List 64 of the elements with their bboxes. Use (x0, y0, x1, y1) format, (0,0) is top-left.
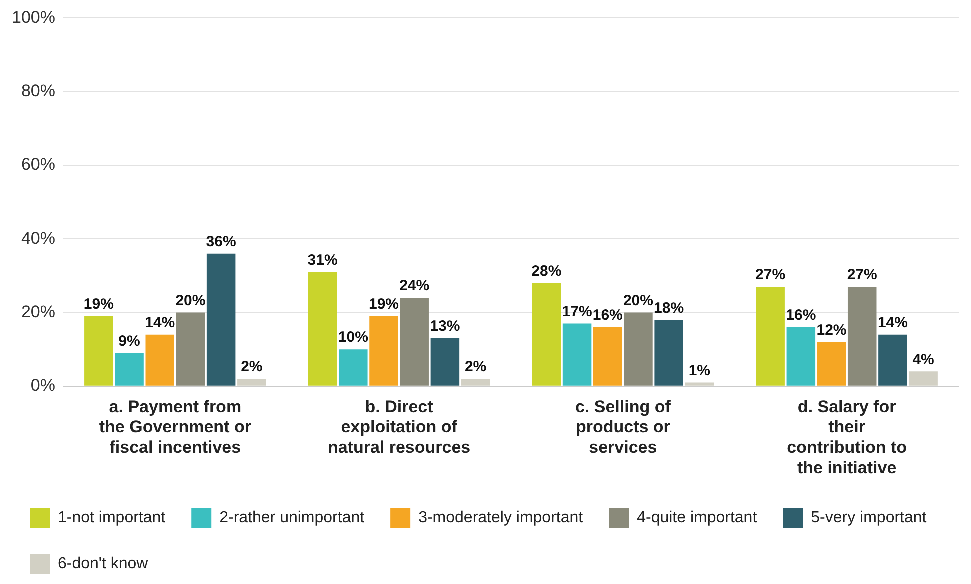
bar (654, 320, 684, 386)
text: 19% (84, 296, 114, 314)
y-tick-label: 100% (12, 8, 56, 27)
x-tick-label: c. Selling of products or services (575, 397, 672, 458)
text: 18% (654, 300, 684, 317)
bar (370, 316, 398, 386)
bar (238, 379, 266, 386)
x-tick-label: b. Direct exploitation of natural resources (328, 397, 471, 458)
text: 16% (786, 307, 816, 324)
y-tick-label: 80% (21, 82, 56, 101)
bar (146, 334, 174, 386)
legend-label: 1-not important (58, 509, 166, 526)
bar (786, 327, 816, 386)
y-tick-label: 40% (21, 228, 56, 248)
text: 2% (241, 358, 263, 376)
y-tick-label: 0% (30, 376, 56, 396)
legend-label: 4-quite important (637, 509, 758, 526)
bar (848, 286, 877, 386)
text: 14% (145, 314, 176, 332)
y-tick-label: 60% (21, 155, 56, 174)
legend-label: 5-very important (811, 509, 928, 526)
legend-label: 3-moderately important (418, 509, 584, 526)
bar (339, 350, 368, 386)
text: 20% (623, 292, 654, 310)
text: 12% (816, 322, 847, 339)
bar (624, 312, 653, 386)
bar (685, 382, 714, 386)
y-tick-label: 20% (21, 302, 56, 322)
text: 28% (532, 262, 562, 280)
text: 17% (562, 303, 592, 320)
bar (84, 316, 114, 386)
bar (206, 254, 236, 386)
text: 27% (756, 266, 786, 284)
x-tick-label: a. Payment from the Government or fiscal incentives (99, 397, 252, 458)
bar (115, 353, 144, 386)
text: 27% (847, 266, 878, 284)
text: 14% (878, 314, 908, 332)
bar (176, 312, 206, 386)
bar (878, 334, 908, 386)
x-tick-label: d. Salary for their contribution to the initiative (787, 397, 908, 478)
bar (430, 338, 460, 386)
text: 13% (430, 318, 460, 336)
text: 19% (368, 296, 400, 314)
bar (562, 324, 592, 386)
text: 16% (592, 307, 623, 324)
text: 9% (118, 332, 140, 350)
bar (756, 286, 785, 386)
text: 10% (338, 329, 368, 346)
text: 31% (308, 252, 338, 269)
bar (909, 372, 938, 386)
legend-label: 6-don't know (58, 555, 149, 572)
bar (400, 298, 429, 386)
bar (308, 272, 338, 386)
bar (532, 283, 562, 386)
bar (461, 379, 490, 386)
text: 20% (176, 292, 206, 310)
bar (594, 327, 622, 386)
text: 24% (400, 278, 430, 295)
text: 2% (464, 358, 487, 376)
text: 36% (206, 233, 236, 250)
bar (817, 342, 846, 386)
text: 4% (912, 351, 934, 368)
text: 1% (688, 362, 711, 380)
legend-label: 2-rather unimportant (220, 509, 366, 526)
